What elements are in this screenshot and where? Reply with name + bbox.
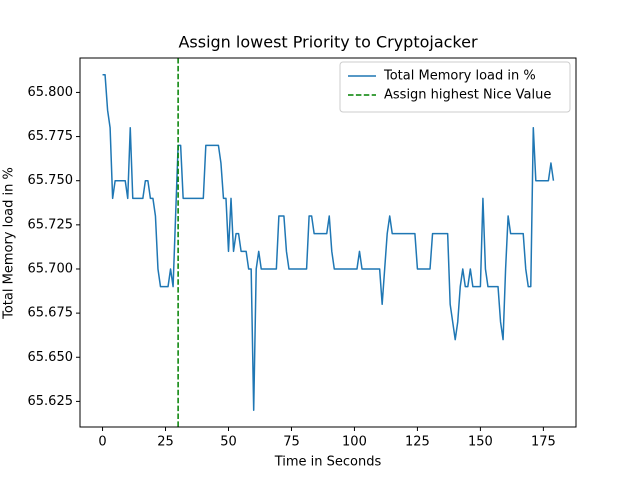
legend-label: Assign highest Nice Value [384,88,551,103]
x-tick-label: 100 [342,435,367,450]
legend-label: Total Memory load in % [383,69,536,84]
plot-frame [79,57,577,428]
x-tick-label: 125 [405,435,430,450]
legend-box [339,61,571,113]
y-tick-label: 65.725 [28,217,74,232]
y-tick-label: 65.625 [28,394,74,409]
y-tick-label: 65.650 [28,350,74,365]
x-tick-label: 175 [531,435,556,450]
legend: Total Memory load in % Assign highest Nic… [339,61,571,113]
x-tick-label: 0 [98,435,106,450]
y-tick-label: 65.775 [28,129,74,144]
x-tick-label: 50 [220,435,237,450]
chart-title: Assign lowest Priority to Cryptojacker [178,33,478,52]
x-tick-label: 25 [157,435,174,450]
y-tick-label: 65.750 [28,173,74,188]
y-axis-label: Total Memory load in % [2,167,17,320]
x-axis-label: Time in Seconds [274,455,382,470]
y-tick-label: 65.700 [28,261,74,276]
x-tick-label: 75 [283,435,300,450]
y-tick-label: 65.800 [28,85,74,100]
y-tick-label: 65.675 [28,306,74,321]
x-tick-label: 150 [468,435,493,450]
